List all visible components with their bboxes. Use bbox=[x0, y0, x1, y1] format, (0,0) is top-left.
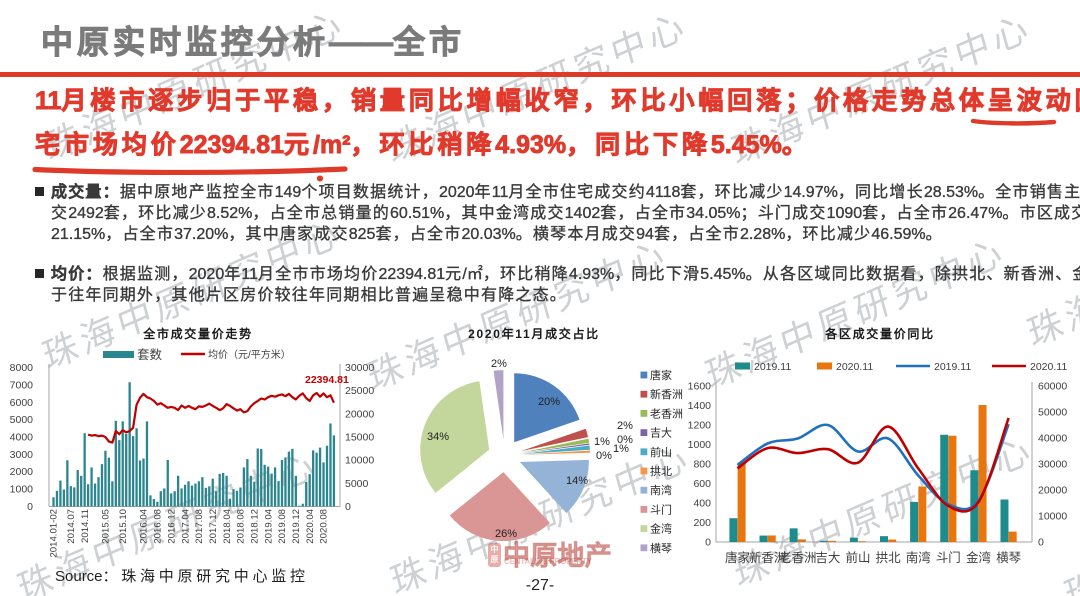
svg-text:2015.10: 2015.10 bbox=[118, 509, 129, 544]
svg-text:22394.81: 22394.81 bbox=[305, 374, 349, 386]
svg-text:30000: 30000 bbox=[1038, 459, 1067, 471]
svg-text:横琴: 横琴 bbox=[650, 541, 672, 555]
svg-text:800: 800 bbox=[693, 459, 711, 471]
svg-text:新香洲: 新香洲 bbox=[650, 387, 683, 401]
svg-text:3000: 3000 bbox=[10, 449, 34, 461]
svg-text:2017.08: 2017.08 bbox=[194, 509, 205, 544]
svg-text:套数: 套数 bbox=[137, 347, 163, 362]
svg-text:2014.11: 2014.11 bbox=[80, 509, 91, 543]
svg-text:各区成交量价同比: 各区成交量价同比 bbox=[824, 326, 935, 341]
svg-text:2015.05: 2015.05 bbox=[101, 509, 112, 544]
svg-text:600: 600 bbox=[693, 478, 711, 490]
svg-text:6000: 6000 bbox=[10, 397, 34, 409]
svg-text:1600: 1600 bbox=[688, 381, 712, 393]
svg-text:2019.12: 2019.12 bbox=[291, 509, 302, 544]
svg-text:前山: 前山 bbox=[650, 445, 672, 459]
svg-text:2017.12: 2017.12 bbox=[208, 509, 219, 544]
svg-text:全市成交量价走势: 全市成交量价走势 bbox=[142, 326, 253, 341]
svg-text:2%: 2% bbox=[617, 420, 633, 432]
svg-text:2019.04: 2019.04 bbox=[263, 508, 274, 543]
svg-text:金湾: 金湾 bbox=[650, 522, 672, 536]
svg-text:7000: 7000 bbox=[10, 379, 34, 391]
svg-text:30000: 30000 bbox=[345, 362, 374, 374]
svg-text:2017.04: 2017.04 bbox=[180, 508, 191, 543]
svg-text:2020.04: 2020.04 bbox=[305, 508, 316, 543]
svg-text:唐家: 唐家 bbox=[650, 368, 672, 382]
svg-text:1000: 1000 bbox=[10, 484, 34, 496]
svg-text:0%: 0% bbox=[596, 450, 612, 462]
svg-text:0: 0 bbox=[27, 501, 33, 513]
svg-text:1400: 1400 bbox=[688, 400, 712, 412]
svg-text:10000: 10000 bbox=[1038, 511, 1067, 523]
svg-text:25000: 25000 bbox=[345, 385, 374, 397]
svg-text:2018.04: 2018.04 bbox=[222, 508, 233, 543]
svg-text:0: 0 bbox=[705, 537, 711, 549]
svg-text:200: 200 bbox=[693, 517, 711, 529]
svg-text:2019.11: 2019.11 bbox=[934, 361, 971, 373]
svg-text:2016.08: 2016.08 bbox=[153, 509, 164, 544]
svg-text:20000: 20000 bbox=[1038, 485, 1067, 497]
svg-text:唐家: 唐家 bbox=[725, 550, 751, 565]
svg-text:2%: 2% bbox=[491, 358, 507, 370]
svg-text:1%: 1% bbox=[613, 443, 629, 455]
svg-text:20%: 20% bbox=[538, 396, 560, 408]
svg-text:40000: 40000 bbox=[1038, 433, 1067, 445]
svg-text:2019.08: 2019.08 bbox=[277, 509, 288, 544]
svg-text:0%: 0% bbox=[617, 434, 633, 446]
svg-text:400: 400 bbox=[693, 498, 711, 510]
svg-text:2018.08: 2018.08 bbox=[236, 509, 247, 544]
svg-text:前山: 前山 bbox=[845, 550, 870, 565]
svg-text:2016.12: 2016.12 bbox=[166, 509, 177, 544]
svg-text:0: 0 bbox=[345, 501, 351, 513]
svg-text:吉大: 吉大 bbox=[650, 426, 672, 440]
svg-text:2020.08: 2020.08 bbox=[319, 509, 330, 544]
svg-text:南湾: 南湾 bbox=[906, 550, 931, 565]
svg-text:吉大: 吉大 bbox=[815, 551, 840, 565]
svg-text:1200: 1200 bbox=[688, 420, 712, 432]
svg-text:斗门: 斗门 bbox=[650, 502, 672, 516]
svg-text:5000: 5000 bbox=[10, 414, 34, 426]
svg-text:1000: 1000 bbox=[688, 439, 712, 451]
svg-text:斗门: 斗门 bbox=[936, 550, 961, 565]
svg-text:15000: 15000 bbox=[345, 432, 374, 444]
svg-text:2014.07: 2014.07 bbox=[66, 509, 77, 544]
svg-text:2018.12: 2018.12 bbox=[250, 509, 261, 544]
svg-text:2019.11: 2019.11 bbox=[754, 361, 791, 373]
svg-text:2014.01-02: 2014.01-02 bbox=[49, 509, 60, 558]
svg-text:均价（元/平方米）: 均价（元/平方米） bbox=[208, 348, 291, 361]
svg-text:34%: 34% bbox=[427, 431, 449, 443]
svg-text:2000: 2000 bbox=[10, 466, 34, 478]
svg-text:新香洲: 新香洲 bbox=[749, 550, 787, 565]
svg-text:8000: 8000 bbox=[10, 362, 34, 374]
svg-text:2020.11: 2020.11 bbox=[836, 361, 873, 373]
svg-text:2016.04: 2016.04 bbox=[139, 508, 150, 543]
svg-text:拱北: 拱北 bbox=[650, 464, 672, 478]
svg-text:5000: 5000 bbox=[345, 478, 369, 490]
svg-text:0: 0 bbox=[1038, 537, 1044, 549]
svg-text:金湾: 金湾 bbox=[966, 550, 991, 565]
svg-text:2020.11: 2020.11 bbox=[1030, 361, 1067, 373]
svg-text:2020年11月成交占比: 2020年11月成交占比 bbox=[468, 326, 600, 341]
svg-text:50000: 50000 bbox=[1038, 407, 1067, 419]
svg-text:10000: 10000 bbox=[345, 455, 374, 467]
svg-text:20000: 20000 bbox=[345, 408, 374, 420]
svg-text:老香洲: 老香洲 bbox=[650, 407, 683, 420]
svg-text:14%: 14% bbox=[566, 475, 588, 487]
svg-text:南湾: 南湾 bbox=[650, 483, 672, 497]
svg-text:老香洲: 老香洲 bbox=[779, 551, 817, 565]
svg-text:4000: 4000 bbox=[10, 432, 34, 444]
svg-text:60000: 60000 bbox=[1038, 381, 1067, 393]
svg-text:横琴: 横琴 bbox=[996, 551, 1022, 565]
svg-text:26%: 26% bbox=[495, 528, 517, 540]
svg-text:1%: 1% bbox=[594, 436, 610, 448]
svg-text:拱北: 拱北 bbox=[876, 551, 902, 565]
